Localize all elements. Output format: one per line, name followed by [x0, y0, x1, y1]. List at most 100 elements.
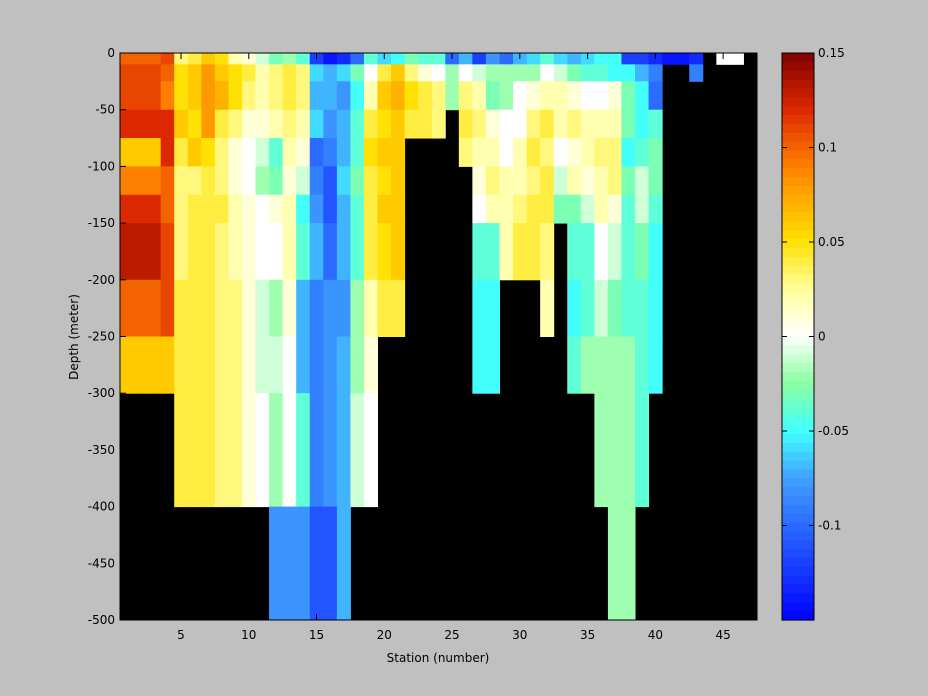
heatmap-cell	[499, 194, 514, 224]
colorbar-segment	[782, 371, 814, 382]
heatmap-cell	[472, 53, 487, 65]
colorbar-segment	[782, 185, 814, 196]
heatmap-cell	[282, 223, 297, 281]
heatmap-cell	[526, 109, 541, 139]
colorbar-segment	[782, 301, 814, 311]
heatmap-cell	[269, 393, 284, 508]
heatmap-cell	[485, 336, 500, 394]
heatmap-cell	[526, 138, 541, 167]
heatmap-cell	[540, 109, 555, 139]
heatmap-cell	[269, 336, 284, 394]
y-axis-ticks: 0 -50 -100 -150 -200 -250 -300 -350 -400 -450 -500	[88, 46, 757, 627]
heatmap-cell	[580, 279, 595, 337]
heatmap-cell	[350, 194, 365, 224]
heatmap-cell	[201, 393, 216, 508]
heatmap-cell	[431, 64, 446, 82]
heatmap-cell	[269, 138, 284, 167]
heatmap-cell	[472, 81, 487, 111]
heatmap-cell	[648, 279, 663, 337]
heatmap-cell	[418, 81, 433, 111]
heatmap-cell	[187, 81, 202, 111]
heatmap-cell	[567, 53, 582, 65]
heatmap-cell	[635, 279, 650, 337]
heatmap-cell	[391, 194, 406, 224]
heatmap-cell	[214, 279, 229, 337]
colorbar-segment	[782, 557, 814, 568]
heatmap-cell	[431, 109, 446, 139]
heatmap-cell	[147, 279, 162, 337]
heatmap-cell	[621, 81, 636, 111]
heatmap-cell	[526, 194, 541, 224]
heatmap-cell	[485, 109, 500, 139]
heatmap-cell	[174, 194, 189, 224]
colorbar-segment	[782, 442, 814, 453]
heatmap-cell	[269, 279, 284, 337]
heatmap-cell	[296, 138, 311, 167]
heatmap-cell	[621, 393, 636, 508]
heatmap-cell	[418, 53, 433, 65]
heatmap-cell	[540, 64, 555, 82]
heatmap-cell	[228, 279, 243, 337]
heatmap-cell	[540, 279, 555, 337]
heatmap-cell	[201, 279, 216, 337]
colorbar-segment	[782, 132, 814, 143]
heatmap-cell	[323, 138, 338, 167]
colorbar-segment	[782, 292, 814, 302]
heatmap-cell	[309, 506, 324, 621]
heatmap-cell	[228, 336, 243, 394]
colorbar-segment	[782, 336, 814, 346]
y-tick-label: -50	[95, 103, 115, 117]
heatmap-cell	[594, 138, 609, 167]
heatmap-cell	[147, 194, 162, 224]
colorbar-segment	[782, 566, 814, 577]
heatmap-cell	[323, 64, 338, 82]
heatmap-cell	[269, 223, 284, 281]
colorbar-segment	[782, 363, 814, 373]
heatmap-cell	[228, 223, 243, 281]
heatmap-cell	[133, 53, 148, 65]
heatmap-cell	[309, 194, 324, 224]
heatmap-cell	[377, 194, 392, 224]
heatmap-cell	[499, 81, 514, 111]
heatmap-cell	[553, 81, 568, 111]
heatmap-cell	[174, 64, 189, 82]
y-tick-label: -150	[88, 216, 115, 230]
heatmap-cell	[336, 279, 351, 337]
heatmap-cell	[147, 138, 162, 167]
heatmap-cell	[323, 166, 338, 196]
heatmap-cell	[607, 166, 622, 196]
heatmap-cell	[282, 166, 297, 196]
heatmap-cell	[187, 53, 202, 65]
heatmap-cell	[323, 223, 338, 281]
heatmap-cell	[648, 194, 663, 224]
heatmap-cell	[526, 53, 541, 65]
heatmap-cell	[241, 138, 257, 167]
x-tick-label: 25	[444, 628, 459, 642]
colorbar-segment	[782, 194, 814, 205]
heatmap-cell	[120, 64, 135, 82]
heatmap-cell	[241, 194, 257, 224]
heatmap-cell	[648, 64, 663, 82]
heatmap-cell	[485, 166, 500, 196]
heatmap-cell	[309, 279, 324, 337]
heatmap-cell	[472, 166, 487, 196]
heatmap-cell	[187, 336, 202, 394]
heatmap-cell	[350, 223, 365, 281]
heatmap-cell	[296, 53, 311, 65]
heatmap-cell	[269, 109, 284, 139]
heatmap-cell	[296, 336, 311, 394]
heatmap-cell	[391, 53, 406, 65]
heatmap-cell	[729, 53, 744, 65]
colorbar-segment	[782, 97, 814, 107]
heatmap-cell	[323, 194, 338, 224]
heatmap-cell	[187, 109, 202, 139]
heatmap-cell	[323, 506, 338, 621]
heatmap-cell	[594, 109, 609, 139]
y-tick-label: -250	[88, 330, 115, 344]
heatmap-cell	[201, 64, 216, 82]
colorbar-segment	[782, 389, 814, 400]
heatmap-cell	[662, 53, 677, 65]
heatmap-cell	[255, 53, 270, 65]
colorbar-segment	[782, 212, 814, 222]
colorbar-segment	[782, 380, 814, 391]
